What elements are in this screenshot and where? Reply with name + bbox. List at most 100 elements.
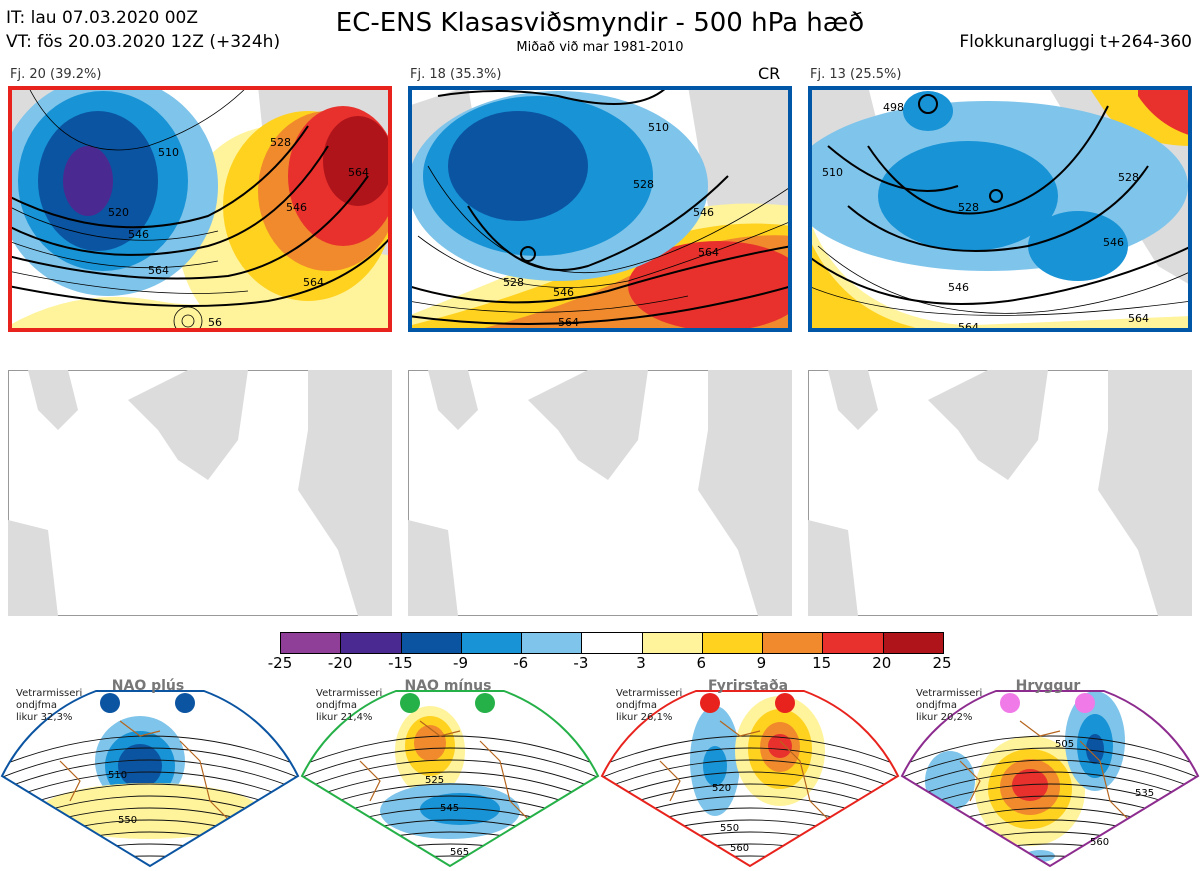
height-contour	[302, 855, 598, 866]
regime-marker-dot	[1000, 693, 1020, 713]
contour-label: 528	[503, 276, 524, 289]
height-contour	[302, 735, 598, 767]
regime-note: Vetrarmisseri ondjfma likur 32,3%	[16, 688, 82, 724]
page-subtitle: Miðað við mar 1981-2010	[516, 40, 684, 55]
regime-note-line: likur 21,4%	[316, 712, 373, 723]
anomaly-fill	[40, 783, 260, 839]
regime-fan-outline	[600, 690, 900, 868]
colorbar-swatch	[460, 633, 522, 653]
height-contour	[902, 855, 1198, 866]
regime-fan-1: 510 550	[0, 690, 300, 868]
anomaly-fill	[1086, 734, 1104, 764]
regime-note-line: ondjfma	[616, 700, 657, 711]
regime-fan-4: 505 535 560	[900, 690, 1200, 868]
contour-label: 564	[558, 316, 579, 329]
init-time: IT: lau 07.03.2020 00Z	[6, 8, 198, 28]
height-contour	[2, 759, 298, 791]
regime-contour-label: 525	[425, 775, 444, 786]
height-contour	[2, 771, 298, 803]
contour-label: 546	[948, 281, 969, 294]
colorbar-label: 20	[872, 654, 892, 672]
contour-label: 546	[1103, 236, 1124, 249]
cluster-1-label: Fj. 20 (39.2%)	[10, 67, 102, 82]
height-contour	[2, 735, 298, 767]
cluster-1-map: 510 520 546 564 528 546 564 564 56	[8, 86, 392, 332]
regime-fan-outline	[0, 690, 300, 868]
height-contour	[2, 747, 298, 779]
height-contour	[602, 855, 898, 866]
regime-marker-dot	[100, 693, 120, 713]
regime-note-line: Vetrarmisseri	[316, 688, 383, 699]
contour-label: 528	[1118, 171, 1139, 184]
regime-note-line: likur 26,1%	[616, 712, 673, 723]
regime-contour-label: 535	[1135, 788, 1154, 799]
colorbar-label: -15	[388, 654, 413, 672]
header-times: IT: lau 07.03.2020 00Z VT: fös 20.03.202…	[6, 6, 280, 54]
contour-label: 546	[693, 206, 714, 219]
colorbar-label: -3	[573, 654, 589, 672]
colorbar-label: -20	[327, 654, 353, 672]
cluster-window: Flokkunargluggi t+264-360	[959, 32, 1192, 52]
height-contour	[302, 771, 598, 803]
anomaly-fill	[925, 751, 975, 811]
regime-title: NAO mínus	[404, 678, 492, 694]
anomaly-fill	[1012, 769, 1048, 801]
regime-marker-dot	[400, 693, 420, 713]
regime-note-line: ondjfma	[16, 700, 57, 711]
regime-marker-dot	[775, 693, 795, 713]
contour-label: 564	[958, 321, 979, 332]
regime-title: NAO plús	[111, 678, 185, 694]
colorbar-label: 25	[932, 654, 952, 672]
height-contour	[302, 759, 598, 791]
regime-contour-label: 565	[450, 847, 469, 858]
colorbar-swatch	[281, 633, 341, 653]
regime-fan-outline	[300, 690, 600, 868]
anomaly-fill	[414, 725, 446, 761]
page-title: EC-ENS Klasasviðsmyndir - 500 hPa hæð	[335, 8, 865, 38]
regime-contour-label: 510	[108, 770, 127, 781]
colorbar-swatch	[882, 633, 943, 653]
colorbar	[280, 632, 944, 654]
colorbar-label: 3	[636, 654, 646, 672]
contour-label: 520	[108, 206, 129, 219]
regime-note-line: Vetrarmisseri	[16, 688, 83, 699]
contour-label: 528	[270, 136, 291, 149]
anomaly-fill	[118, 744, 162, 788]
colorbar-swatch	[340, 633, 401, 653]
contour-label: 528	[958, 201, 979, 214]
height-contour	[902, 735, 1198, 767]
empty-map-1	[8, 370, 392, 616]
regime-contour-label: 560	[730, 843, 749, 854]
regime-contour-label: 550	[720, 823, 739, 834]
regime-note: Vetrarmisseri ondjfma likur 26,1%	[616, 688, 682, 724]
height-contour	[602, 759, 898, 791]
height-contour	[302, 747, 598, 779]
regime-contour-label: 560	[1090, 837, 1109, 848]
contour-label: 528	[633, 178, 654, 191]
height-contour	[2, 855, 298, 866]
colorbar-swatch	[581, 633, 642, 653]
height-contour	[602, 771, 898, 803]
regime-contour-label: 520	[712, 783, 731, 794]
regime-marker-dot	[175, 693, 195, 713]
cluster-2-tag: CR	[758, 64, 781, 83]
regime-note-line: likur 20,2%	[916, 712, 973, 723]
contour-label: 498	[883, 101, 904, 114]
regime-note-line: Vetrarmisseri	[916, 688, 983, 699]
contour-label: 564	[348, 166, 369, 179]
regime-note: Vetrarmisseri ondjfma likur 20,2%	[916, 688, 982, 724]
height-contour	[902, 747, 1198, 779]
regime-note-line: Vetrarmisseri	[616, 688, 683, 699]
regime-note-line: ondjfma	[316, 700, 357, 711]
height-contour	[902, 759, 1198, 791]
regime-note-line: ondjfma	[916, 700, 957, 711]
anomaly-fill	[703, 746, 727, 786]
cluster-3-label: Fj. 13 (25.5%)	[810, 67, 902, 82]
colorbar-label: 9	[756, 654, 767, 672]
height-contour	[602, 735, 898, 767]
contour-label: 564	[148, 264, 169, 277]
colorbar-label: -25	[267, 654, 293, 672]
regime-contour-label: 545	[440, 803, 459, 814]
contour-label: 546	[553, 286, 574, 299]
empty-map-2	[408, 370, 792, 616]
